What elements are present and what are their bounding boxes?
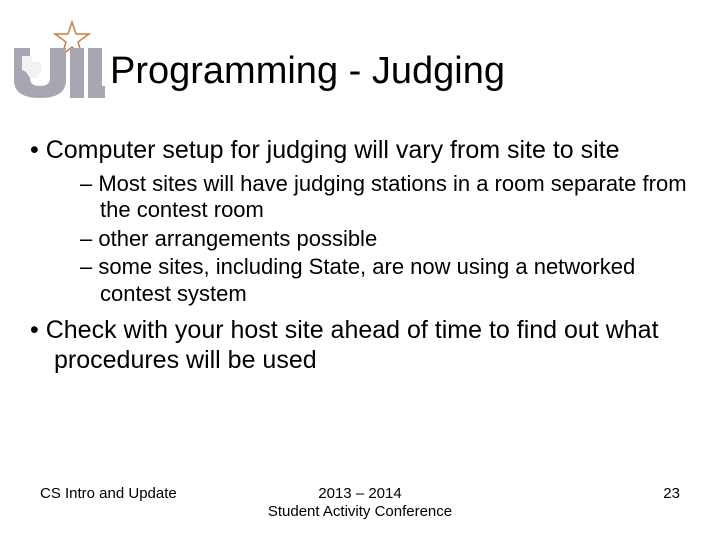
letter-u xyxy=(14,48,66,98)
page-number: 23 xyxy=(467,485,680,502)
slide-footer: CS Intro and Update 2013 – 2014 Student … xyxy=(0,485,720,523)
footer-left: CS Intro and Update xyxy=(40,485,253,502)
footer-center-line2: Student Activity Conference xyxy=(253,503,466,522)
bullet-level1: Check with your host site ahead of time … xyxy=(30,315,690,375)
bullet-level2: some sites, including State, are now usi… xyxy=(30,254,690,307)
footer-center-line1: 2013 – 2014 xyxy=(253,485,466,504)
slide-title: Programming - Judging xyxy=(110,50,505,93)
slide-body: Computer setup for judging will vary fro… xyxy=(30,135,690,381)
logo-svg xyxy=(10,20,105,100)
bullet-level2: other arrangements possible xyxy=(30,226,690,252)
letter-i xyxy=(70,48,84,98)
footer-center: 2013 – 2014 Student Activity Conference xyxy=(253,485,466,523)
bullet-level2: Most sites will have judging stations in… xyxy=(30,171,690,224)
bullet-level1: Computer setup for judging will vary fro… xyxy=(30,135,690,165)
uil-logo xyxy=(10,20,105,100)
letter-l xyxy=(88,48,105,98)
